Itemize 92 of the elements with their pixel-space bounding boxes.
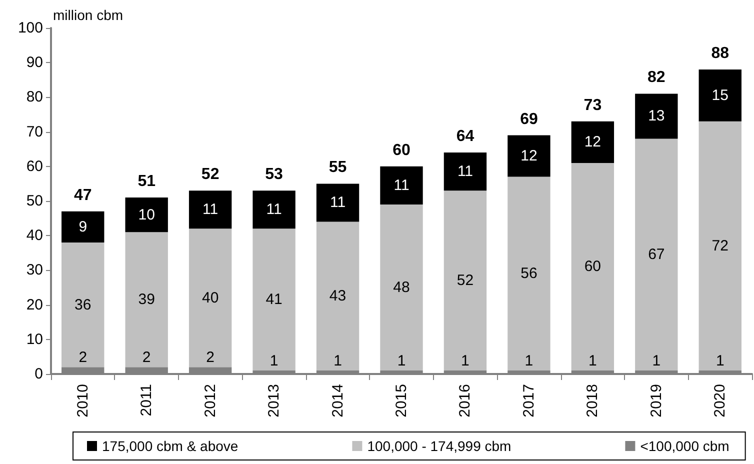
data-label: 13 — [648, 108, 665, 125]
bar — [571, 162, 614, 371]
y-tick-label: 40 — [26, 227, 43, 244]
data-label: 48 — [393, 279, 410, 296]
data-label: 67 — [648, 246, 665, 264]
x-tick-label: 2015 — [393, 384, 410, 418]
bar — [252, 190, 296, 229]
y-tick-label: 70 — [26, 123, 43, 140]
bar — [571, 121, 614, 163]
bar — [252, 228, 296, 371]
y-tick-label: 0 — [34, 366, 43, 382]
bar — [508, 176, 550, 371]
bar — [635, 138, 678, 371]
legend-label: 175,000 cbm & above — [102, 438, 238, 454]
total-label: 73 — [584, 96, 602, 114]
x-tick-label: 2014 — [329, 384, 346, 418]
data-label: 39 — [138, 291, 155, 308]
data-label: 1 — [334, 352, 342, 370]
data-label: 56 — [520, 265, 538, 282]
x-tick-label: 2020 — [712, 384, 729, 418]
data-label: 15 — [712, 86, 728, 104]
data-label: 9 — [78, 218, 88, 236]
total-label: 55 — [328, 159, 347, 176]
y-tick-label: 90 — [26, 54, 43, 72]
data-label: 36 — [74, 296, 92, 314]
data-label: 10 — [138, 206, 155, 224]
total-label: 64 — [456, 128, 474, 146]
bar — [444, 190, 487, 371]
total-label: 60 — [392, 142, 410, 159]
data-label: 52 — [456, 272, 474, 290]
data-label: 1 — [461, 352, 470, 370]
legend-label: <100,000 cbm — [640, 438, 730, 454]
data-label: 1 — [270, 352, 278, 370]
bar — [62, 242, 104, 368]
data-label: 1 — [652, 352, 661, 370]
total-label: 47 — [74, 186, 92, 204]
data-label: 60 — [584, 258, 602, 276]
bar — [316, 184, 360, 222]
bar — [188, 228, 232, 368]
data-label: 43 — [329, 288, 346, 305]
data-label: 12 — [520, 148, 538, 165]
total-label: 82 — [648, 69, 666, 86]
total-label: 88 — [711, 45, 730, 62]
total-label: 52 — [201, 166, 220, 184]
y-axis-title: million cbm — [53, 7, 124, 23]
data-label: 2 — [78, 349, 88, 366]
bar — [316, 222, 360, 371]
y-tick-label: 30 — [26, 262, 43, 279]
y-tick-label: 20 — [26, 296, 43, 314]
bar — [698, 121, 742, 371]
bar — [444, 152, 487, 191]
data-label: 41 — [266, 291, 282, 308]
data-label: 1 — [524, 352, 534, 370]
data-label: 11 — [202, 201, 218, 218]
data-label: 40 — [202, 289, 219, 306]
bar — [380, 204, 423, 371]
x-tick-label: 2019 — [648, 384, 665, 418]
bar — [62, 211, 104, 243]
bar — [125, 232, 168, 368]
y-tick-label: 100 — [18, 20, 43, 36]
data-label: 1 — [588, 352, 597, 370]
data-label: 1 — [397, 352, 406, 370]
y-tick-label: 50 — [26, 192, 43, 210]
bar — [188, 190, 232, 229]
x-tick-label: 2017 — [520, 384, 538, 418]
total-label: 69 — [520, 110, 538, 128]
data-label: 11 — [330, 194, 346, 212]
x-tick-label: 2018 — [584, 384, 602, 418]
y-tick-label: 60 — [26, 158, 43, 175]
bar — [380, 166, 423, 204]
x-tick-label: 2012 — [202, 384, 219, 418]
x-tick-label: 2010 — [74, 384, 92, 418]
y-tick-label: 10 — [26, 330, 43, 348]
total-label: 53 — [265, 166, 284, 184]
x-tick-label: 2013 — [266, 384, 283, 418]
data-label: 11 — [266, 201, 282, 218]
bar — [698, 70, 742, 122]
data-label: 11 — [394, 176, 410, 194]
total-label: 51 — [138, 173, 156, 190]
data-label: 12 — [584, 134, 602, 151]
y-tick-label: 80 — [26, 88, 43, 106]
bar — [125, 198, 168, 232]
x-tick-label: 2016 — [456, 384, 474, 418]
data-label: 1 — [716, 352, 724, 370]
legend-label: 100,000 - 174,999 cbm — [367, 438, 512, 454]
bar — [635, 94, 678, 139]
data-label: 2 — [206, 349, 214, 366]
x-tick-label: 2011 — [138, 384, 156, 416]
bar — [508, 135, 550, 177]
data-label: 11 — [457, 163, 474, 180]
data-label: 72 — [712, 237, 728, 254]
data-label: 2 — [142, 349, 151, 366]
